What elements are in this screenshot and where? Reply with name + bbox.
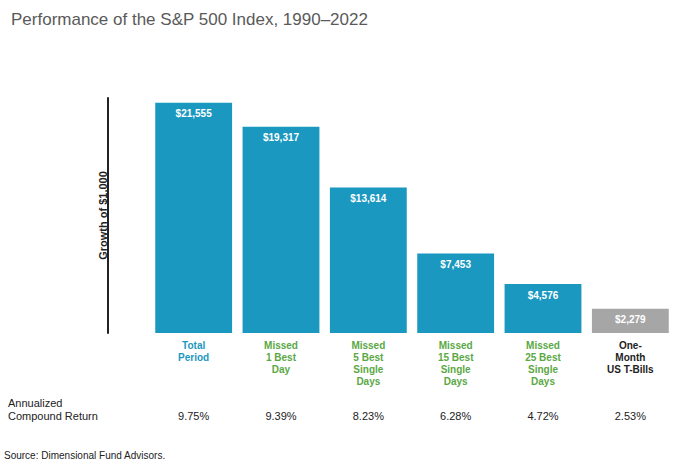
svg-text:$2,279: $2,279 bbox=[615, 314, 646, 325]
svg-text:Missed: Missed bbox=[526, 340, 560, 351]
svg-text:Performance of the S&P 500 Ind: Performance of the S&P 500 Index, 1990–2… bbox=[11, 10, 368, 29]
svg-text:Days: Days bbox=[531, 376, 555, 387]
svg-text:Day: Day bbox=[272, 364, 291, 375]
svg-text:Days: Days bbox=[444, 376, 468, 387]
svg-text:2.53%: 2.53% bbox=[615, 410, 646, 422]
svg-text:5 Best: 5 Best bbox=[353, 352, 384, 363]
svg-text:4.72%: 4.72% bbox=[527, 410, 558, 422]
svg-text:Single: Single bbox=[353, 364, 383, 375]
svg-text:9.39%: 9.39% bbox=[265, 410, 296, 422]
svg-text:15 Best: 15 Best bbox=[438, 352, 474, 363]
svg-text:$4,576: $4,576 bbox=[528, 290, 559, 301]
svg-text:Growth of $1,000: Growth of $1,000 bbox=[97, 171, 109, 260]
svg-text:8.23%: 8.23% bbox=[353, 410, 384, 422]
svg-text:Single: Single bbox=[528, 364, 558, 375]
svg-text:Annualized: Annualized bbox=[8, 397, 62, 409]
svg-text:Missed: Missed bbox=[264, 340, 298, 351]
svg-text:One-: One- bbox=[619, 340, 642, 351]
svg-text:Total: Total bbox=[182, 340, 205, 351]
svg-text:Period: Period bbox=[178, 352, 209, 363]
svg-text:US T-Bills: US T-Bills bbox=[607, 364, 654, 375]
svg-text:25 Best: 25 Best bbox=[525, 352, 561, 363]
svg-text:$7,453: $7,453 bbox=[440, 259, 471, 270]
svg-text:Single: Single bbox=[441, 364, 471, 375]
svg-text:Compound Return: Compound Return bbox=[8, 410, 98, 422]
svg-text:Missed: Missed bbox=[351, 340, 385, 351]
svg-text:Source: Dimensional Fund Advis: Source: Dimensional Fund Advisors. bbox=[4, 450, 165, 461]
svg-text:$21,555: $21,555 bbox=[176, 108, 213, 119]
svg-text:Month: Month bbox=[615, 352, 645, 363]
svg-text:1 Best: 1 Best bbox=[266, 352, 297, 363]
svg-text:Days: Days bbox=[356, 376, 380, 387]
svg-text:Missed: Missed bbox=[439, 340, 473, 351]
svg-text:6.28%: 6.28% bbox=[440, 410, 471, 422]
svg-text:$13,614: $13,614 bbox=[350, 193, 387, 204]
svg-text:9.75%: 9.75% bbox=[178, 410, 209, 422]
svg-text:$19,317: $19,317 bbox=[263, 132, 300, 143]
